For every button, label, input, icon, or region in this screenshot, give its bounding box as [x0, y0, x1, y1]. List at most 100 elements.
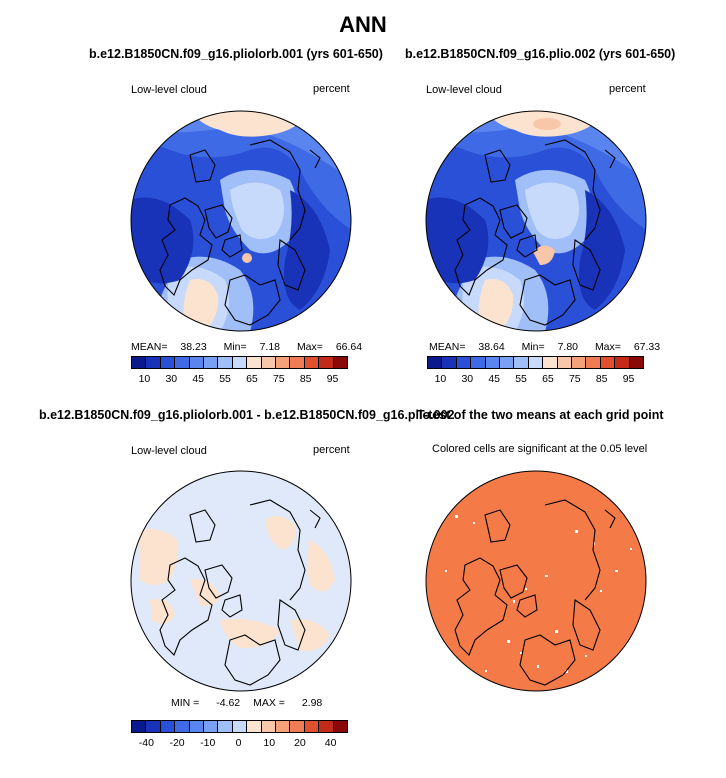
colorbar-swatch — [319, 357, 334, 368]
panel-3-max-label: MAX = — [253, 697, 285, 709]
colorbar-swatch — [543, 357, 558, 368]
colorbar-swatch — [276, 721, 291, 732]
panel-1-mean: 38.23 — [180, 341, 207, 353]
colorbar-swatch — [615, 357, 630, 368]
panel-3-variable: Low-level cloud — [131, 445, 207, 457]
panel-1-max: 66.64 — [335, 341, 363, 353]
panel-3-stats: MIN = -4.62 MAX = 2.98 — [171, 697, 322, 709]
panel-1-min-label: Min= — [223, 341, 247, 353]
colorbar-swatch — [290, 357, 305, 368]
colorbar-swatch — [132, 721, 147, 732]
panel-1-stats: MEAN= 38.23 Min= 7.18 Max= 66.64 — [131, 341, 362, 353]
panel-1-variable: Low-level cloud — [131, 84, 207, 96]
colorbar-tick-label: -10 — [200, 737, 216, 749]
colorbar-tick-label: 75 — [568, 373, 581, 385]
colorbar-swatch — [319, 721, 334, 732]
panel-3-polar-map — [130, 470, 352, 692]
panel-2-units: percent — [609, 83, 646, 95]
panel-1-max-label: Max= — [296, 341, 323, 353]
panel-2-polar-map — [425, 110, 647, 332]
panel-3-units: percent — [313, 444, 350, 456]
colorbar-swatch — [629, 357, 644, 368]
colorbar-tick-label: 30 — [165, 373, 178, 385]
panel-3-title: b.e12.B1850CN.f09_g16.pliolorb.001 - b.e… — [39, 408, 455, 422]
panel-2-max: 67.33 — [633, 341, 661, 353]
panel-2-min-label: Min= — [521, 341, 545, 353]
colorbar-tick-label: 85 — [299, 373, 312, 385]
panel-1-colorbar — [131, 356, 348, 369]
colorbar-swatch — [528, 357, 544, 368]
colorbar-tick-label: 45 — [488, 373, 501, 385]
colorbar-swatch — [204, 721, 219, 732]
panel-2-colorbar — [427, 356, 644, 369]
colorbar-swatch — [160, 357, 176, 368]
panel-1-min: 7.18 — [259, 341, 281, 353]
colorbar-tick-label: 55 — [219, 373, 231, 385]
colorbar-swatch — [485, 357, 501, 368]
panel-3-max: 2.98 — [301, 697, 323, 709]
colorbar-tick-label: 75 — [272, 373, 285, 385]
colorbar-swatch — [304, 357, 320, 368]
panel-3-min: -4.62 — [216, 697, 241, 709]
colorbar-swatch — [333, 721, 348, 732]
colorbar-tick-label: 10 — [138, 373, 151, 385]
colorbar-swatch — [276, 357, 291, 368]
colorbar-tick-label: 45 — [192, 373, 205, 385]
colorbar-swatch — [428, 357, 443, 368]
colorbar-swatch — [586, 357, 601, 368]
colorbar-tick-label: 30 — [461, 373, 474, 385]
colorbar-swatch — [304, 721, 320, 732]
colorbar-swatch — [261, 721, 277, 732]
colorbar-tick-label: 65 — [246, 373, 258, 385]
colorbar-swatch — [557, 357, 573, 368]
colorbar-tick-label: 10 — [434, 373, 447, 385]
panel-1-polar-map — [130, 110, 352, 332]
colorbar-tick-label: 85 — [595, 373, 608, 385]
figure-title: ANN — [339, 12, 387, 37]
panel-4-subtitle: Colored cells are significant at the 0.0… — [432, 443, 648, 455]
colorbar-swatch — [600, 357, 616, 368]
colorbar-tick-label: 20 — [294, 737, 306, 749]
colorbar-swatch — [175, 721, 190, 732]
colorbar-swatch — [247, 721, 262, 732]
panel-3-min-label: MIN = — [171, 697, 200, 709]
colorbar-tick-label: -40 — [138, 737, 154, 749]
colorbar-tick-label: 0 — [235, 737, 242, 749]
colorbar-swatch — [232, 721, 248, 732]
panel-1-units: percent — [313, 83, 350, 95]
panel-4-polar-map — [425, 470, 647, 692]
colorbar-swatch — [514, 357, 529, 368]
colorbar-swatch — [500, 357, 515, 368]
colorbar-swatch — [572, 357, 587, 368]
colorbar-swatch — [456, 357, 472, 368]
colorbar-tick-label: -20 — [169, 737, 185, 749]
colorbar-tick-label: 95 — [622, 373, 635, 385]
colorbar-swatch — [247, 357, 262, 368]
colorbar-swatch — [204, 357, 219, 368]
panel-2-max-label: Max= — [594, 341, 621, 353]
panel-1-mean-label: MEAN= — [131, 341, 168, 353]
panel-2-mean-label: MEAN= — [429, 341, 466, 353]
colorbar-swatch — [189, 357, 205, 368]
panel-3-colorbar — [131, 720, 348, 733]
colorbar-swatch — [261, 357, 277, 368]
panel-2-min: 7.80 — [557, 341, 579, 353]
colorbar-swatch — [333, 357, 348, 368]
colorbar-swatch — [146, 357, 161, 368]
panel-2-title: b.e12.B1850CN.f09_g16.plio.002 (yrs 601-… — [405, 47, 676, 61]
colorbar-swatch — [160, 721, 176, 732]
colorbar-swatch — [189, 721, 205, 732]
colorbar-swatch — [232, 357, 248, 368]
colorbar-swatch — [132, 357, 147, 368]
colorbar-swatch — [290, 721, 305, 732]
panel-2-mean: 38.64 — [478, 341, 505, 353]
colorbar-swatch — [471, 357, 486, 368]
colorbar-tick-label: 40 — [324, 737, 337, 749]
colorbar-swatch — [218, 357, 233, 368]
panel-4-title: T-test of the two means at each grid poi… — [417, 408, 664, 422]
colorbar-swatch — [175, 357, 190, 368]
colorbar-tick-label: 65 — [542, 373, 554, 385]
panel-1-title: b.e12.B1850CN.f09_g16.pliolorb.001 (yrs … — [89, 47, 383, 61]
colorbar-tick-label: 95 — [326, 373, 339, 385]
colorbar-tick-label: 55 — [515, 373, 527, 385]
